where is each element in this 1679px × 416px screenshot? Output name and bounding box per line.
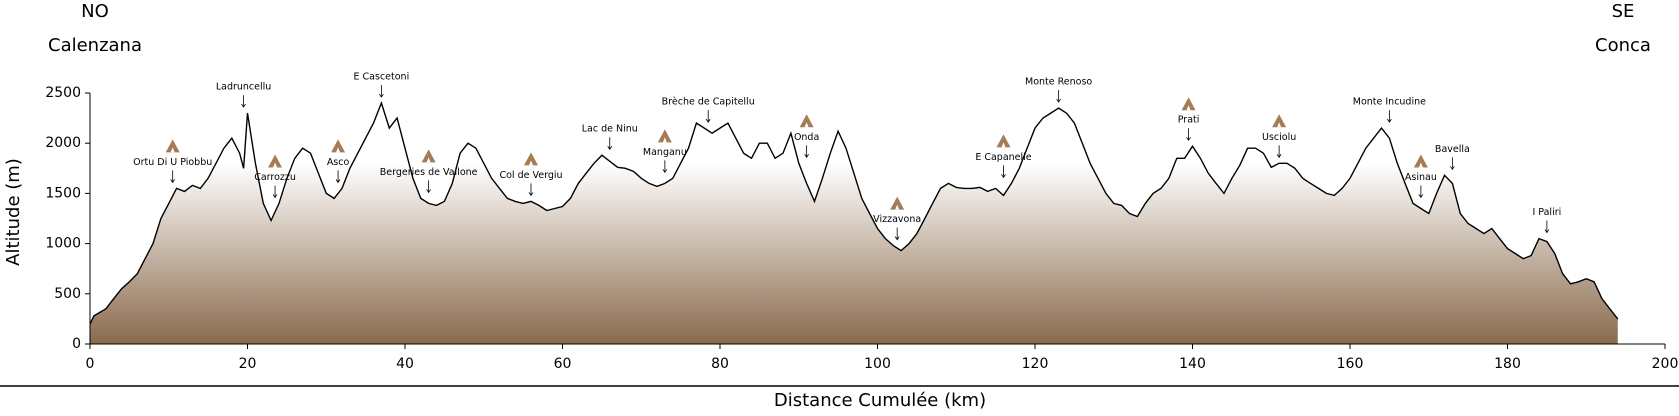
- x-tick-label: 40: [396, 356, 414, 372]
- annotation-arrowhead: [379, 93, 384, 98]
- corner-label: NO: [81, 1, 109, 22]
- refuge-icon: [799, 114, 814, 128]
- refuge-door: [1001, 142, 1006, 148]
- refuge-door: [273, 162, 278, 168]
- annotation-label: Ladruncellu: [216, 82, 271, 93]
- annotation-arrowhead: [1544, 229, 1550, 234]
- annotation-label: Manganu: [643, 147, 687, 158]
- annotation-arrowhead: [705, 118, 711, 123]
- x-tick-label: 20: [239, 356, 257, 372]
- refuge-door: [662, 137, 667, 143]
- x-tick-label: 140: [1179, 356, 1206, 372]
- annotation-label: Onda: [794, 132, 819, 143]
- x-tick-label: 160: [1337, 356, 1364, 372]
- annotation-arrowhead: [170, 179, 176, 184]
- y-tick-label: 0: [72, 336, 81, 352]
- x-tick-label: 80: [711, 356, 729, 372]
- annotation-arrowhead: [272, 194, 278, 199]
- annotation-arrowhead: [1001, 174, 1006, 179]
- refuge-icon: [1272, 114, 1287, 128]
- refuge-icon: [165, 139, 180, 153]
- annotation-label: Prati: [1178, 115, 1200, 126]
- annotation-arrowhead: [335, 179, 341, 184]
- refuge-door: [895, 204, 900, 210]
- annotation-arrowhead: [1418, 194, 1424, 199]
- annotation-label: E Capanelle: [975, 152, 1031, 163]
- refuge-door: [1277, 122, 1282, 128]
- x-axis-label: Distance Cumulée (km): [774, 390, 986, 411]
- refuge-icon: [1413, 154, 1428, 168]
- y-axis-label: Altitude (m): [3, 158, 24, 266]
- annotation-label: Asinau: [1405, 172, 1437, 183]
- annotation-label: E Cascetoni: [354, 72, 410, 83]
- refuge-door: [1418, 162, 1423, 168]
- refuge-door: [804, 122, 809, 128]
- annotation-label: Asco: [327, 157, 350, 168]
- refuge-door: [170, 147, 175, 153]
- refuge-door: [529, 160, 533, 166]
- annotation-label: Monte Incudine: [1353, 97, 1426, 108]
- refuge-icon: [996, 134, 1011, 148]
- annotation-label: Lac de Ninu: [582, 124, 638, 135]
- annotation-label: Brèche de Capitellu: [662, 97, 755, 108]
- annotation-arrowhead: [1276, 154, 1282, 159]
- profile-line: [89, 100, 1619, 325]
- annotation-label: Monte Renoso: [1025, 77, 1092, 88]
- annotation-arrowhead: [426, 189, 431, 194]
- corner-label: Calenzana: [48, 35, 142, 56]
- annotation-arrowhead: [1450, 166, 1455, 171]
- annotation-arrowhead: [1056, 98, 1061, 103]
- annotation-arrowhead: [662, 169, 668, 174]
- annotation-arrowhead: [528, 192, 534, 197]
- annotation-label: Bergeries de Vallone: [380, 167, 478, 178]
- refuge-icon: [1181, 97, 1196, 111]
- refuge-door: [336, 147, 341, 153]
- annotation-label: Vizzavona: [873, 214, 921, 225]
- x-tick-label: 60: [554, 356, 572, 372]
- annotation-label: Bavella: [1435, 144, 1470, 155]
- y-tick-label: 500: [54, 286, 81, 302]
- refuge-icon: [421, 149, 436, 163]
- annotation-arrowhead: [607, 146, 613, 150]
- annotation-label: I Paliri: [1532, 207, 1561, 218]
- annotation-label: Carrozzu: [254, 172, 296, 183]
- annotation-arrowhead: [241, 103, 246, 108]
- refuge-door: [426, 157, 431, 163]
- y-tick-label: 1000: [45, 236, 81, 252]
- refuge-icon: [524, 152, 538, 166]
- corner-label: SE: [1612, 1, 1635, 22]
- x-tick-label: 180: [1494, 356, 1521, 372]
- refuge-icon: [331, 139, 346, 153]
- y-tick-label: 2500: [45, 85, 81, 101]
- annotation-arrowhead: [1186, 136, 1191, 141]
- area: [90, 103, 1618, 344]
- annotation-arrowhead: [804, 154, 809, 159]
- refuge-icon: [268, 154, 283, 168]
- x-tick-label: 0: [86, 356, 95, 372]
- annotation-label: Usciolu: [1262, 132, 1296, 143]
- x-tick-label: 200: [1652, 356, 1679, 372]
- x-tick-label: 100: [864, 356, 891, 372]
- y-tick-label: 1500: [45, 185, 81, 201]
- refuge-icon: [657, 129, 672, 143]
- annotation-arrowhead: [894, 236, 900, 241]
- y-tick-label: 2000: [45, 135, 81, 151]
- corner-label: Conca: [1595, 35, 1651, 56]
- annotation-label: Ortu Di U Piobbu: [133, 157, 212, 168]
- annotation-arrowhead: [1387, 118, 1392, 123]
- annotation-label: Col de Vergiu: [499, 170, 562, 181]
- x-tick-label: 120: [1022, 356, 1049, 372]
- refuge-door: [1186, 105, 1191, 111]
- refuge-icon: [890, 196, 905, 210]
